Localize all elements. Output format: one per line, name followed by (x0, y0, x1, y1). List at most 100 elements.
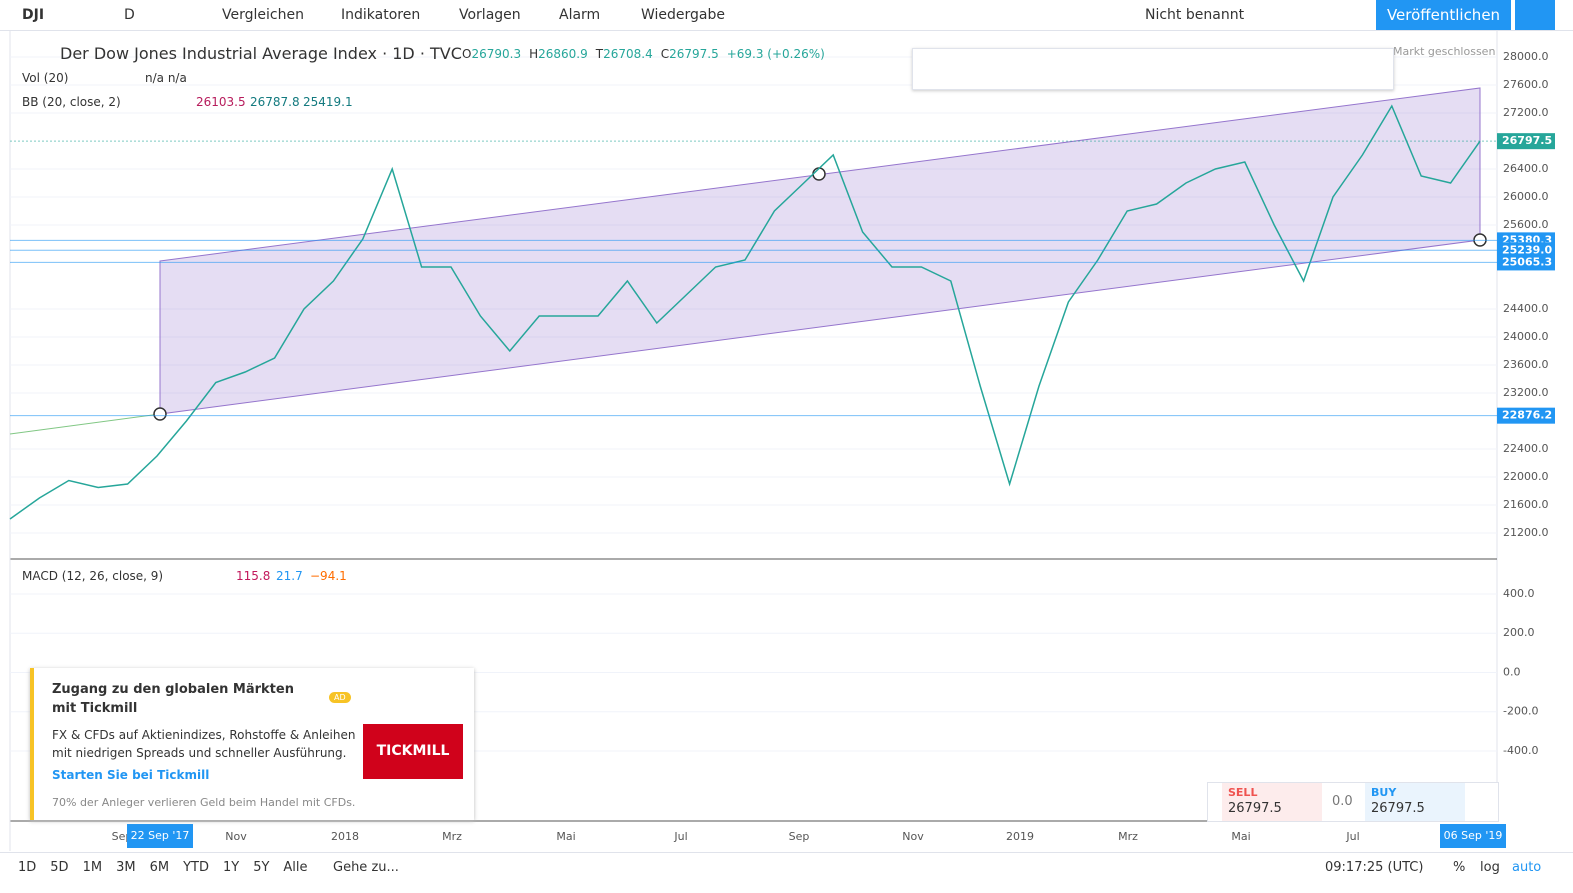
play-button[interactable] (1515, 0, 1555, 30)
range-button[interactable]: YTD (183, 860, 209, 875)
x-tick-label: Jul (1345, 830, 1359, 843)
y-tick-label: 26000.0 (1503, 190, 1549, 203)
y-tick-label: 400.0 (1503, 587, 1535, 600)
layout-name[interactable]: Nicht benannt (1145, 7, 1245, 23)
ad-disclaimer: 70% der Anleger verlieren Geld beim Hand… (52, 796, 356, 809)
x-tick-label: Sep (789, 830, 810, 843)
range-button[interactable]: 1M (82, 860, 103, 875)
price-tag (1497, 242, 1555, 259)
x-tick-label: Mai (556, 830, 575, 843)
price-tag-label: 22876.2 (1502, 409, 1552, 422)
range-button[interactable]: 6M (149, 860, 170, 875)
price-axis-bg (1497, 31, 1555, 821)
templates-button[interactable]: Vorlagen (459, 7, 521, 23)
top-toolbar (0, 0, 1573, 31)
ad-link[interactable]: Starten Sie bei Tickmill (52, 768, 210, 782)
anchor (812, 167, 826, 181)
y-tick-label: 21600.0 (1503, 498, 1549, 511)
symbol[interactable]: DJI (22, 7, 45, 23)
percent-toggle[interactable]: % (1453, 860, 1466, 875)
y-tick-label: 27600.0 (1503, 78, 1549, 91)
y-tick-label: 27200.0 (1503, 106, 1549, 119)
range-button[interactable]: 3M (116, 860, 136, 875)
sell-label: SELL (1228, 786, 1258, 799)
ad-panel: Zugang zu den globalen Märkten mit Tickm… (30, 668, 474, 820)
range-button[interactable]: 5Y (253, 860, 270, 875)
price-tag-label: 25239.0 (1502, 243, 1552, 256)
range-buttons: 1D 5D 1M 3M 6M YTD 1Y 5Y Alle (18, 860, 322, 875)
anchor (153, 407, 167, 421)
ohlc-key: O (462, 47, 472, 61)
price-tag (1497, 407, 1555, 424)
replay-button[interactable]: Wiedergabe (641, 7, 726, 23)
y-tick-label: 22400.0 (1503, 442, 1549, 455)
clock: 09:17:25 (UTC) (1325, 860, 1424, 875)
bottom-bar (0, 852, 1573, 893)
x-range-label: 06 Sep '19 (1444, 829, 1503, 842)
buy-box[interactable] (1365, 783, 1465, 821)
indicators-button[interactable]: Indikatoren (341, 7, 421, 23)
bb-lower: 25419.1 (303, 95, 353, 109)
y-tick-label: 24000.0 (1503, 330, 1549, 343)
y-tick-label: 24400.0 (1503, 302, 1549, 315)
ohlc-key: H (529, 47, 539, 61)
price-tag-label: 25065.3 (1502, 255, 1552, 268)
ohlc-value: 26708.4 (603, 47, 653, 61)
ohlc: O26790.3 H26860.9 T26708.4 C26797.5 +69.3 (+… (462, 47, 825, 61)
y-tick-label: 28000.0 (1503, 50, 1549, 63)
x-range-tag (127, 824, 193, 848)
y-tick-label: 0.0 (1503, 665, 1521, 678)
ohlc-value: 26790.3 (471, 47, 522, 61)
buy-label: BUY (1371, 786, 1397, 799)
legend-title: Der Dow Jones Industrial Average Index ·… (60, 44, 462, 63)
x-range-label: 22 Sep '17 (131, 829, 190, 842)
sell-price: 26797.5 (1228, 801, 1282, 816)
range-button[interactable]: 5D (50, 860, 69, 875)
compare-button[interactable]: Vergleichen (222, 7, 304, 23)
chart: 21200.0 21600.0 22000.0 22400.0 23200.0 23600… (9, 31, 1555, 851)
price-tag (1497, 254, 1555, 271)
price-tag (1497, 133, 1555, 150)
ohlc-value: 26860.9 (538, 47, 588, 61)
trend-line (9, 413, 161, 435)
vol-values: n/a n/a (145, 71, 187, 85)
x-range-tag (1440, 824, 1506, 848)
y-tick-label: 25600.0 (1503, 218, 1549, 231)
range-button[interactable]: 1Y (222, 860, 240, 875)
trade-panel: SELL 26797.5 0.0 BUY 26797.5 (1207, 782, 1499, 822)
range-button[interactable]: 1D (18, 860, 37, 875)
macd-signal: −94.1 (310, 569, 347, 583)
goto[interactable]: Gehe zu... (333, 860, 399, 875)
x-tick-label: Mrz (442, 830, 462, 843)
ad-body: FX & CFDs auf Aktienindizes, Rohstoffe &… (52, 728, 356, 760)
x-tick-label: 2019 (1006, 830, 1034, 843)
range-button[interactable]: Alle (283, 860, 308, 875)
interval[interactable]: D (124, 7, 135, 23)
log-toggle[interactable]: log (1480, 860, 1500, 875)
y-tick-label: 23600.0 (1503, 358, 1549, 371)
y-tick-label: 200.0 (1503, 626, 1535, 639)
publish-button[interactable]: Veröffentlichen (1376, 0, 1511, 30)
sell-box[interactable] (1222, 783, 1322, 821)
y-tick-label: -200.0 (1503, 705, 1538, 718)
macd-line: 21.7 (276, 569, 303, 583)
price-line (9, 104, 1481, 520)
drawing-toolbar[interactable] (912, 48, 1394, 90)
ad-badge: AD (329, 692, 351, 703)
ad-logo[interactable]: TICKMILL (363, 724, 463, 779)
alert-button[interactable]: Alarm (559, 7, 601, 23)
change: +69.3 (+0.26%) (726, 47, 825, 61)
ad-title: Zugang zu den globalen Märkten mit Tickm… (52, 682, 294, 716)
ohlc-key: T (595, 47, 604, 61)
auto-toggle[interactable]: auto (1512, 860, 1542, 875)
bb-basis: 26103.5 (196, 95, 246, 109)
bb-label: BB (20, close, 2) (22, 95, 121, 109)
x-tick-label: Jul (673, 830, 687, 843)
x-tick-label: Mai (1231, 830, 1250, 843)
spread: 0.0 (1332, 794, 1353, 809)
buy-price: 26797.5 (1371, 801, 1425, 816)
x-tick-label: Nov (902, 830, 924, 843)
vol-label: Vol (20) (22, 71, 69, 85)
price-tag-label: 26797.5 (1502, 134, 1552, 147)
